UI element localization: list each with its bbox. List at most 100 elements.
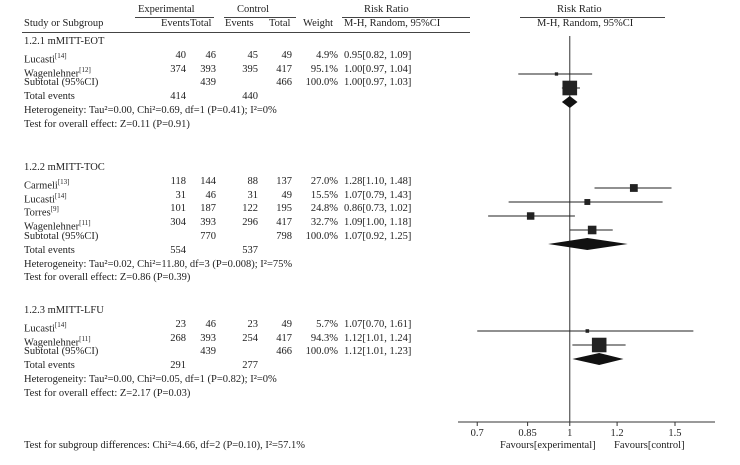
subtotal-risk-ratio: 1.00[0.97, 1.03] [344,77,412,89]
study-estimate-marker [526,212,535,220]
subtotal-total-experimental: 439 [200,77,216,89]
total-events-experimental: 291 [170,360,186,372]
total-control: 49 [281,189,293,201]
total-events-experimental: 554 [170,244,186,256]
study-estimate-marker [591,337,607,353]
group-title: 1.2.2 mMITT-TOC [24,162,105,173]
favours-experimental-label: Favours[experimental] [500,440,596,451]
subtotal-label: Subtotal (95%CI) [24,346,99,358]
total-experimental: 187 [200,203,216,215]
events-experimental: 374 [170,63,186,75]
favours-control-label: Favours[control] [614,440,685,451]
study-estimate-marker [562,80,578,96]
total-experimental: 46 [205,189,217,201]
study-estimate-marker [629,184,638,192]
subtotal-weight: 100.0% [305,231,338,242]
total-control: 49 [281,49,293,61]
study-reference: [11] [79,219,91,228]
x-tick-label: 1.5 [668,428,681,439]
heterogeneity-stat: Heterogeneity: Tau²=0.00, Chi²=0.05, df=… [24,374,277,385]
method-header: M-H, Random, 95%CI [344,18,441,29]
x-tick-label: 0.85 [518,428,536,439]
study-reference: [14] [54,51,67,60]
x-tick-label: 1 [567,428,572,439]
total-c-header: Total [269,18,291,29]
events-c-header: Events [225,18,254,29]
subtotal-total-control: 798 [276,231,292,242]
risk-ratio-underline [342,17,470,18]
study-header: Study or Subgroup [24,18,104,29]
study-label: Lucasti [24,54,55,66]
weight-header: Weight [303,18,334,29]
subtotal-risk-ratio: 1.07[0.92, 1.25] [344,231,412,242]
plot-risk-ratio-header: Risk Ratio [557,4,602,15]
total-experimental: 46 [205,318,217,330]
experimental-underline [135,17,214,18]
total-experimental: 46 [205,49,217,61]
study-label: Carmeli [24,180,58,192]
study-reference: [9] [50,205,59,214]
risk-ratio-ci: 1.09[1.00, 1.18] [344,217,412,229]
events-control: 23 [247,318,259,330]
total-control: 417 [276,217,292,229]
events-control: 45 [247,49,259,61]
subtotal-diamond [561,96,578,108]
study-name: Lucasti[14] [24,319,67,336]
study-name: Wagenlehner[12] [24,64,91,81]
study-name: Wagenlehner[11] [24,333,91,350]
control-underline [224,17,296,18]
study-name: Wagenlehner[11] [24,217,91,234]
study-label: Lucasti [24,323,55,335]
control-header: Control [237,4,270,15]
risk-ratio-ci: 1.00[0.97, 1.04] [344,63,412,75]
overall-effect-test: Test for overall effect: Z=2.17 (P=0.03) [24,387,191,399]
weight-value: 95.1% [310,63,338,75]
risk-ratio-ci: 0.86[0.73, 1.02] [344,203,412,215]
events-control: 31 [247,189,259,201]
study-estimate-marker [587,225,597,235]
risk-ratio-ci: 1.12[1.01, 1.24] [344,332,412,344]
total-control: 137 [276,175,292,187]
total-experimental: 144 [200,175,216,187]
total-control: 49 [281,318,293,330]
events-experimental: 23 [175,318,187,330]
group-title: 1.2.1 mMITT-EOT [24,36,105,47]
total-control: 195 [276,203,292,215]
events-control: 88 [247,175,259,187]
total-events-control: 277 [242,360,258,372]
subtotal-total-experimental: 770 [200,231,216,242]
study-label: Lucasti [24,194,55,206]
subtotal-risk-ratio: 1.12[1.01, 1.23] [344,346,412,358]
heterogeneity-stat: Heterogeneity: Tau²=0.00, Chi²=0.69, df=… [24,105,277,116]
events-e-header: Events [161,18,190,29]
x-tick-label: 1.2 [611,428,624,439]
study-label: Wagenlehner [24,221,80,233]
group-title: 1.2.3 mMITT-LFU [24,305,104,316]
subtotal-label: Subtotal (95%CI) [24,231,99,242]
plot-method-header: M-H, Random, 95%CI [537,18,634,29]
risk-ratio-ci: 1.07[0.70, 1.61] [344,318,412,330]
total-control: 417 [276,63,292,75]
subtotal-diamond [548,238,628,250]
total-experimental: 393 [200,217,216,229]
subtotal-total-control: 466 [276,346,292,358]
study-name: Lucasti[14] [24,50,67,67]
events-experimental: 40 [175,49,187,61]
subtotal-weight: 100.0% [305,346,338,358]
subtotal-diamond [572,353,624,365]
risk-ratio-ci: 1.28[1.10, 1.48] [344,175,412,187]
events-experimental: 304 [170,217,186,229]
study-estimate-marker [554,72,559,76]
weight-value: 24.8% [310,203,338,215]
events-experimental: 118 [170,175,186,187]
events-experimental: 101 [170,203,186,215]
study-name: Carmeli[13] [24,176,70,193]
weight-value: 27.0% [310,175,338,187]
study-reference: [11] [79,334,91,343]
events-control: 122 [242,203,258,215]
study-reference: [14] [54,320,67,329]
study-estimate-marker [585,329,590,333]
events-experimental: 268 [170,332,186,344]
events-control: 254 [242,332,258,344]
x-tick-label: 0.7 [471,428,484,439]
